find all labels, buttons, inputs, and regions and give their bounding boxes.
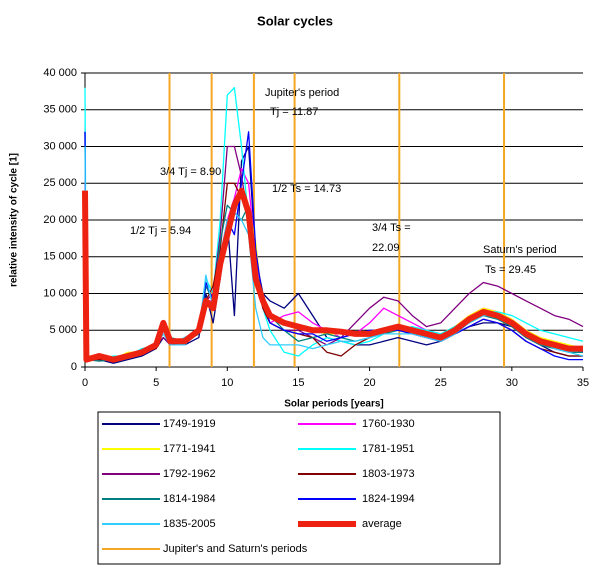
y-tick-label: 40 000 xyxy=(43,67,77,79)
x-axis-title: Solar periods [years] xyxy=(284,399,383,410)
x-tick-label: 20 xyxy=(363,377,375,389)
annotation: 1/2 Tj = 5.94 xyxy=(130,225,191,237)
legend-label: 1749-1919 xyxy=(163,418,216,430)
y-tick-label: 5 000 xyxy=(49,324,77,336)
y-tick-label: 20 000 xyxy=(43,214,77,226)
y-tick-label: 30 000 xyxy=(43,140,77,152)
annotation: 1/2 Ts = 14.73 xyxy=(272,183,341,195)
y-axis-title: relative intensity of cycle [1] xyxy=(9,153,20,287)
legend-label: 1792-1962 xyxy=(163,468,216,480)
legend-label: 1835-2005 xyxy=(163,518,216,530)
x-tick-label: 15 xyxy=(292,377,304,389)
y-tick-label: 25 000 xyxy=(43,177,77,189)
legend-label: 1760-1930 xyxy=(362,418,415,430)
y-tick-label: 0 xyxy=(71,361,77,373)
y-tick-label: 35 000 xyxy=(43,104,77,116)
annotation: 22.09 xyxy=(372,242,400,254)
annotation: Tj = 11.87 xyxy=(270,106,318,118)
x-tick-label: 25 xyxy=(435,377,447,389)
chart-title: Solar cycles xyxy=(257,13,333,28)
y-tick-label: 10 000 xyxy=(43,287,77,299)
annotation: Jupiter's period xyxy=(265,87,339,99)
series-line xyxy=(84,146,584,361)
legend-label: Jupiter's and Saturn's periods xyxy=(163,543,308,555)
legend-box xyxy=(97,411,501,565)
x-tick-label: 10 xyxy=(221,377,233,389)
x-tick-label: 0 xyxy=(82,377,88,389)
legend-label: 1814-1984 xyxy=(163,493,216,505)
annotation: 3/4 Tj = 8.90 xyxy=(160,166,221,178)
legend-label: 1771-1941 xyxy=(163,443,216,455)
legend-label: 1824-1994 xyxy=(362,493,415,505)
x-tick-label: 5 xyxy=(153,377,159,389)
legend-label: average xyxy=(362,518,402,530)
annotation: Saturn's period xyxy=(483,244,557,256)
annotation: 3/4 Ts = xyxy=(372,222,411,234)
legend-label: 1803-1973 xyxy=(362,468,415,480)
average-line xyxy=(82,187,583,363)
annotation: Ts = 29.45 xyxy=(485,264,536,276)
x-tick-label: 30 xyxy=(506,377,518,389)
x-tick-label: 35 xyxy=(577,377,589,389)
legend-label: 1781-1951 xyxy=(362,443,415,455)
y-tick-label: 15 000 xyxy=(43,251,77,263)
